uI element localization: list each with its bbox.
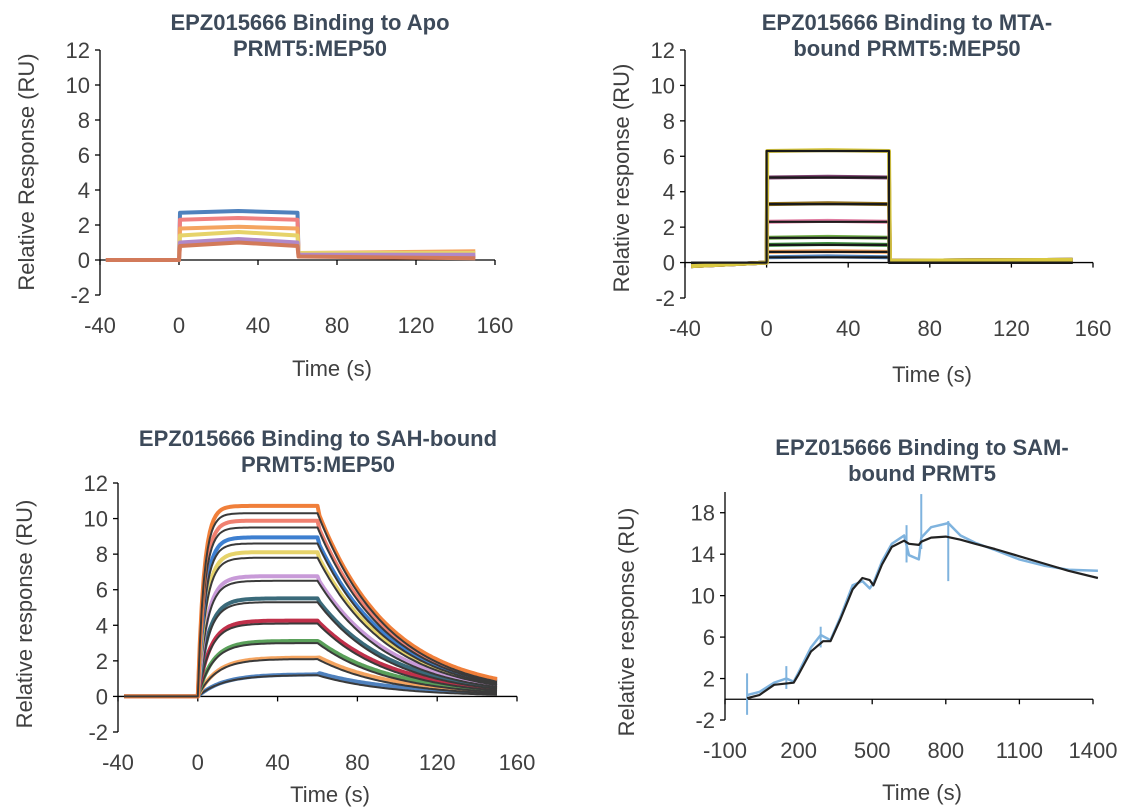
chart-sah-plot: -2 0 2 4 6 8 10 12 -40 0 40 80 120 160 <box>84 471 536 775</box>
y-tick-label: 2 <box>78 213 90 238</box>
y-tick-label: 18 <box>691 501 715 526</box>
y-tick-label: 0 <box>78 248 90 273</box>
x-tick-label: 120 <box>398 313 435 338</box>
fit-line <box>746 535 1099 700</box>
y-tick-label: 0 <box>663 251 675 276</box>
chart-sam-plot: -2 2 6 10 14 18 -100 200 500 800 1100 1400 <box>691 492 1118 763</box>
x-tick-label: 0 <box>192 750 204 775</box>
chart-mta: EPZ015666 Binding to MTA- bound PRMT5:ME… <box>609 10 1111 387</box>
chart-sah-title-line2: PRMT5:MEP50 <box>241 452 395 477</box>
chart-apo-title-line2: PRMT5:MEP50 <box>233 36 387 61</box>
y-tick-label: 10 <box>66 73 90 98</box>
y-tick-label: 12 <box>66 38 90 63</box>
y-tick-label: 14 <box>691 542 715 567</box>
chart-apo-ylabel: Relative Response (RU) <box>14 53 39 290</box>
y-tick-label: 4 <box>663 180 675 205</box>
x-tick-label: 160 <box>477 313 514 338</box>
chart-mta-plot: -2 0 2 4 6 8 10 12 -40 0 40 80 120 160 <box>651 38 1112 341</box>
x-tick-label: 40 <box>265 750 289 775</box>
chart-sam-title-line1: EPZ015666 Binding to SAM- <box>775 435 1068 460</box>
x-tick-label: 500 <box>854 738 891 763</box>
x-tick-label: -40 <box>669 316 701 341</box>
y-tick-label: 0 <box>96 684 108 709</box>
chart-sah: EPZ015666 Binding to SAH-bound PRMT5:MEP… <box>12 426 535 807</box>
chart-sam: EPZ015666 Binding to SAM- bound PRMT5 Re… <box>614 435 1117 805</box>
chart-apo: EPZ015666 Binding to Apo PRMT5:MEP50 Rel… <box>14 10 513 381</box>
y-tick-label: 12 <box>651 38 675 63</box>
x-tick-label: 120 <box>993 316 1030 341</box>
x-tick-label: 40 <box>246 313 270 338</box>
x-tick-label: -40 <box>102 750 134 775</box>
data-series-line <box>691 148 1073 269</box>
chart-mta-ylabel: Relative response (RU) <box>609 64 634 293</box>
y-tick-label: -2 <box>70 283 90 308</box>
x-tick-label: 160 <box>499 750 536 775</box>
y-tick-label: 10 <box>84 507 108 532</box>
x-tick-label: 80 <box>345 750 369 775</box>
x-tick-label: 80 <box>918 316 942 341</box>
y-tick-label: 2 <box>703 667 715 692</box>
y-tick-label: -2 <box>695 708 715 733</box>
x-tick-label: 80 <box>325 313 349 338</box>
chart-sah-xlabel: Time (s) <box>290 782 370 807</box>
y-tick-label: -2 <box>88 720 108 745</box>
y-tick-label: 8 <box>96 542 108 567</box>
x-tick-label: 0 <box>173 313 185 338</box>
y-tick-label: 8 <box>78 108 90 133</box>
x-tick-label: -40 <box>84 313 116 338</box>
y-tick-label: 10 <box>651 73 675 98</box>
chart-sam-xlabel: Time (s) <box>882 780 962 805</box>
fit-line <box>691 149 1073 264</box>
y-tick-label: 10 <box>691 584 715 609</box>
fit-line <box>691 203 1073 264</box>
chart-sam-ylabel: Relative response (RU) <box>614 508 639 737</box>
chart-apo-xlabel: Time (s) <box>292 356 372 381</box>
y-tick-label: 6 <box>78 143 90 168</box>
y-tick-label: 2 <box>96 649 108 674</box>
x-tick-label: -100 <box>703 738 747 763</box>
y-tick-label: 6 <box>663 144 675 169</box>
x-tick-label: 200 <box>780 738 817 763</box>
y-tick-label: 6 <box>96 578 108 603</box>
y-tick-label: -2 <box>655 286 675 311</box>
fit-line <box>124 512 498 698</box>
data-series-line <box>746 521 1098 697</box>
y-tick-label: 4 <box>78 178 90 203</box>
chart-mta-xlabel: Time (s) <box>892 362 972 387</box>
y-tick-label: 4 <box>96 613 108 638</box>
x-tick-label: 160 <box>1075 316 1112 341</box>
y-tick-label: 8 <box>663 109 675 134</box>
y-tick-label: 12 <box>84 471 108 496</box>
x-tick-label: 120 <box>419 750 456 775</box>
data-series-line <box>105 240 476 262</box>
x-tick-label: 1100 <box>996 738 1043 763</box>
x-tick-label: 1400 <box>1069 738 1118 763</box>
x-tick-label: 800 <box>927 738 964 763</box>
chart-apo-plot: -2 0 2 4 6 8 10 12 -40 0 40 80 120 160 <box>66 38 514 338</box>
y-tick-label: 6 <box>703 625 715 650</box>
chart-apo-title-line1: EPZ015666 Binding to Apo <box>170 10 449 35</box>
chart-sah-ylabel: Relative response (RU) <box>12 500 37 729</box>
y-tick-label: 2 <box>663 215 675 240</box>
chart-sam-title-line2: bound PRMT5 <box>848 461 996 486</box>
chart-mta-title-line2: bound PRMT5:MEP50 <box>793 36 1020 61</box>
chart-mta-title-line1: EPZ015666 Binding to MTA- <box>762 10 1053 35</box>
x-tick-label: 40 <box>836 316 860 341</box>
x-tick-label: 0 <box>760 316 772 341</box>
chart-sah-title-line1: EPZ015666 Binding to SAH-bound <box>139 426 497 451</box>
